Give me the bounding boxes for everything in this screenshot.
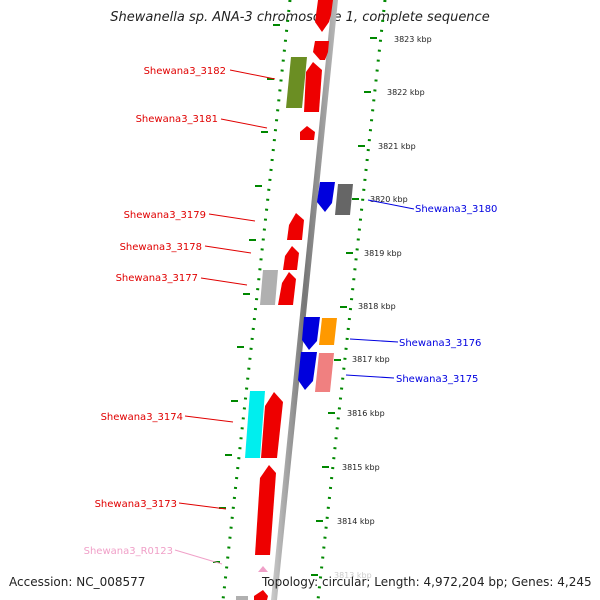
gene-label[interactable]: Shewana3_3178 xyxy=(120,242,202,253)
gene-feature xyxy=(298,352,317,390)
genome-summary-text: Topology: circular; Length: 4,972,204 bp… xyxy=(262,575,592,589)
gene-feature xyxy=(315,0,333,32)
gene-feature xyxy=(317,182,335,212)
gene-feature xyxy=(304,62,322,112)
gene-feature xyxy=(255,465,276,555)
gene-feature xyxy=(302,317,320,350)
gene-feature xyxy=(300,126,315,140)
scale-label: 3820 kbp xyxy=(370,195,408,204)
gene-label[interactable]: Shewana3_3173 xyxy=(95,499,177,510)
gene-labels: Shewana3_3182 Shewana3_3181 Shewana3_318… xyxy=(84,66,498,557)
gene-label[interactable]: Shewana3_3176 xyxy=(399,338,481,349)
scale-label: 3822 kbp xyxy=(387,88,425,97)
gene-feature xyxy=(283,246,299,270)
gene-feature xyxy=(278,272,296,305)
scale-label: 3815 kbp xyxy=(342,463,380,472)
olive-feature xyxy=(286,57,307,108)
gene-label[interactable]: Shewana3_3181 xyxy=(136,114,218,125)
leader-lines xyxy=(174,69,415,565)
gene-feature xyxy=(287,213,304,240)
gene-feature xyxy=(261,392,283,458)
gene-label[interactable]: Shewana3_3182 xyxy=(144,66,226,77)
forward-side-features[interactable] xyxy=(236,57,307,600)
gene-label[interactable]: Shewana3_3175 xyxy=(396,374,478,385)
scale-label: 3813 kbp xyxy=(334,571,372,580)
gene-label[interactable]: Shewana3_3180 xyxy=(415,204,497,215)
gene-feature xyxy=(319,318,337,345)
chromosome-backbone xyxy=(271,0,338,600)
rna-feature xyxy=(258,566,268,572)
scale-label: 3814 kbp xyxy=(337,517,375,526)
scale-label: 3817 kbp xyxy=(352,355,390,364)
accession-text: Accession: NC_008577 xyxy=(9,575,146,589)
reverse-genes[interactable] xyxy=(298,182,353,392)
scale-label: 3816 kbp xyxy=(347,409,385,418)
gene-label[interactable]: Shewana3_3174 xyxy=(101,412,183,423)
forward-genes[interactable] xyxy=(254,0,333,600)
scale-label: 3818 kbp xyxy=(358,302,396,311)
gene-feature xyxy=(335,184,353,215)
scale-labels: 3823 kbp 3822 kbp 3821 kbp 3820 kbp 3819… xyxy=(334,35,432,580)
gene-feature xyxy=(315,353,334,392)
gene-feature xyxy=(313,41,329,60)
grey-feature xyxy=(260,270,278,305)
gene-label[interactable]: Shewana3_R0123 xyxy=(84,546,173,557)
gene-label[interactable]: Shewana3_3177 xyxy=(116,273,198,284)
scale-label: 3821 kbp xyxy=(378,142,416,151)
cyan-feature xyxy=(245,391,265,458)
outer-scale-ring xyxy=(316,0,387,600)
gene-feature xyxy=(254,590,268,600)
inner-scale-ring xyxy=(221,0,292,600)
scale-label: 3819 kbp xyxy=(364,249,402,258)
grey-feature xyxy=(236,596,248,600)
gene-label[interactable]: Shewana3_3179 xyxy=(124,210,206,221)
scale-label: 3823 kbp xyxy=(394,35,432,44)
map-title: Shewanella sp. ANA-3 chromosome 1, compl… xyxy=(110,10,490,25)
